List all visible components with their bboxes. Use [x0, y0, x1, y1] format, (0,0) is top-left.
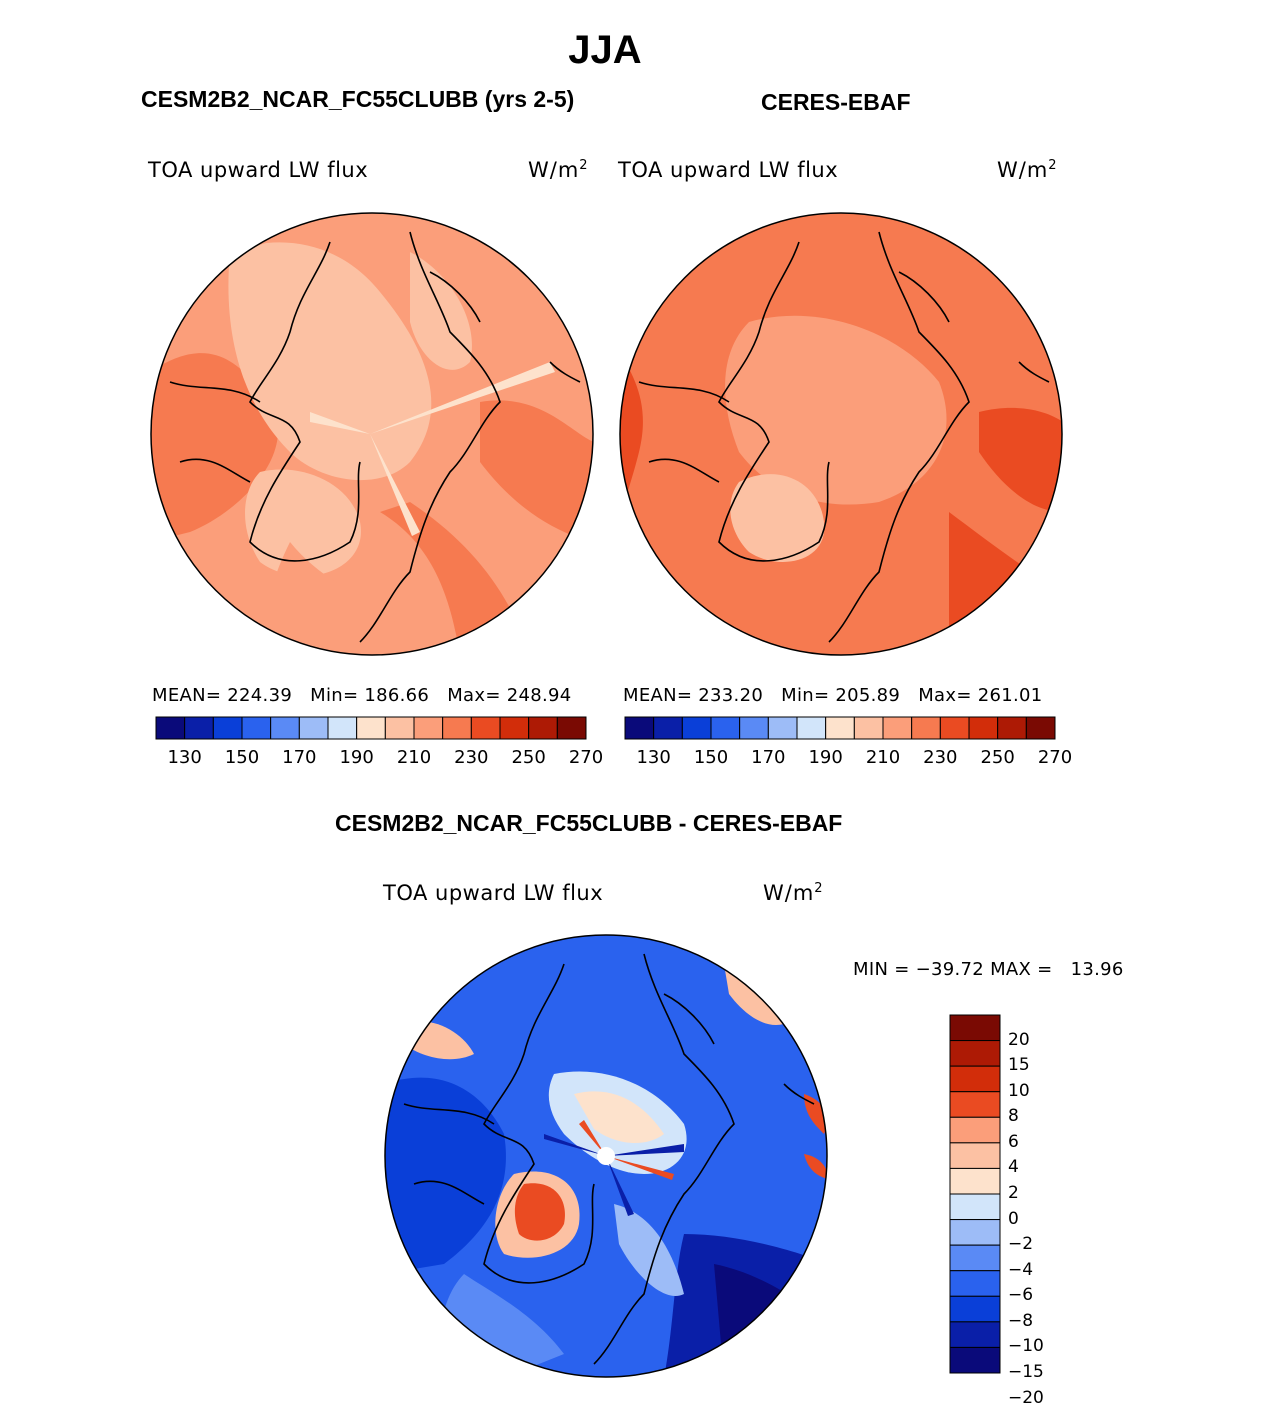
- diff-colorbar-tick-label: −8: [1008, 1310, 1034, 1331]
- obs-colorbar-box: [681, 716, 712, 740]
- model-colorbar-tick-label: 250: [511, 747, 546, 768]
- model-units: W/m2: [528, 158, 589, 182]
- obs-colorbar-labels: 130 150 170 190 210 230 250 270: [625, 747, 1072, 771]
- obs-colorbar-box: [997, 716, 1027, 740]
- diff-colorbar-box: [949, 1346, 1001, 1374]
- obs-polar-map: [619, 212, 1063, 656]
- model-colorbar-box: [155, 716, 186, 740]
- diff-colorbar-tick-label: 0: [1008, 1208, 1019, 1229]
- diff-colorbar-tick-label: −20: [1008, 1387, 1044, 1408]
- obs-colorbar-tick-label: 250: [980, 747, 1015, 768]
- diff-polar-map: [384, 934, 828, 1378]
- obs-colorbar-tick-label: 190: [808, 747, 843, 768]
- model-colorbar-box: [184, 716, 214, 740]
- diff-colorbar-tick-label: −10: [1008, 1336, 1044, 1357]
- obs-colorbar-tick-label: 230: [923, 747, 958, 768]
- model-colorbar-box: [384, 716, 415, 740]
- model-colorbar-tick-label: 230: [454, 747, 489, 768]
- diff-colorbar-labels: 20 15 10 8 6 4 2 0 −2 −4 −6 −8 −10 −15 −20: [1008, 1015, 1078, 1408]
- diff-colorbar-box: [949, 1295, 1001, 1323]
- diff-colorbar-tick-label: 10: [1008, 1080, 1030, 1101]
- diff-colorbar-box: [949, 1244, 1001, 1272]
- obs-colorbar-box: [825, 716, 855, 740]
- diff-colorbar-box: [949, 1167, 1001, 1195]
- obs-panel-title: CERES-EBAF: [761, 89, 911, 115]
- obs-colorbar-box: [767, 716, 798, 740]
- model-colorbar-box: [327, 716, 358, 740]
- diff-colorbar-tick-label: 6: [1008, 1131, 1019, 1152]
- diff-units: W/m2: [763, 881, 824, 905]
- obs-colorbar: [624, 716, 1056, 740]
- diff-colorbar-tick-label: −15: [1008, 1362, 1044, 1382]
- diff-colorbar-tick-label: −2: [1008, 1234, 1034, 1255]
- model-colorbar-tick-label: 270: [568, 747, 604, 768]
- model-colorbar-box: [528, 716, 558, 740]
- obs-colorbar-box: [796, 716, 827, 740]
- obs-colorbar-tick-label: 130: [636, 747, 671, 768]
- model-colorbar-tick-label: 190: [339, 747, 374, 768]
- diff-colorbar: [949, 1014, 1001, 1374]
- diff-colorbar-box: [949, 1040, 1001, 1067]
- obs-colorbar-tick-label: 170: [751, 747, 786, 768]
- obs-colorbar-box: [939, 716, 970, 740]
- obs-stats: MEAN= 233.20 Min= 205.89 Max= 261.01: [623, 685, 1043, 706]
- obs-colorbar-tick-label: 150: [693, 747, 729, 768]
- model-colorbar-tick-label: 170: [282, 747, 317, 768]
- model-colorbar-box: [499, 716, 530, 740]
- obs-colorbar-box: [710, 716, 741, 740]
- diff-stats: MIN = −39.72 MAX = 13.96: [853, 959, 1124, 980]
- diff-panel-title: CESM2B2_NCAR_FC55CLUBB - CERES-EBAF: [335, 810, 843, 836]
- model-colorbar-tick-label: 210: [396, 747, 432, 768]
- diff-field-label: TOA upward LW flux: [383, 881, 604, 905]
- model-colorbar-labels: 130 150 170 190 210 230 250 270: [156, 747, 603, 771]
- diff-colorbar-tick-label: 15: [1008, 1055, 1030, 1076]
- diff-colorbar-box: [949, 1193, 1001, 1221]
- model-colorbar: [155, 716, 587, 740]
- diff-colorbar-box: [949, 1091, 1001, 1118]
- diff-colorbar-tick-label: −4: [1008, 1259, 1034, 1280]
- model-panel-title: CESM2B2_NCAR_FC55CLUBB (yrs 2-5): [141, 86, 575, 112]
- obs-colorbar-box: [653, 716, 683, 740]
- obs-colorbar-box: [1025, 716, 1056, 740]
- model-field-label: TOA upward LW flux: [148, 158, 369, 182]
- obs-colorbar-box: [624, 716, 655, 740]
- diff-colorbar-tick-label: 8: [1008, 1106, 1019, 1127]
- model-colorbar-tick-label: 150: [224, 747, 260, 768]
- model-colorbar-box: [356, 716, 386, 740]
- model-polar-map: [150, 212, 594, 656]
- obs-field-label: TOA upward LW flux: [618, 158, 839, 182]
- model-colorbar-box: [442, 716, 472, 740]
- diff-colorbar-tick-label: 20: [1008, 1029, 1030, 1050]
- obs-colorbar-box: [968, 716, 999, 740]
- season-title: JJA: [568, 28, 642, 72]
- model-colorbar-box: [413, 716, 444, 740]
- obs-colorbar-box: [739, 716, 769, 740]
- obs-colorbar-box: [911, 716, 941, 740]
- diff-colorbar-box: [949, 1219, 1001, 1246]
- obs-colorbar-tick-label: 270: [1037, 747, 1073, 768]
- model-colorbar-box: [470, 716, 501, 740]
- model-colorbar-tick-label: 130: [167, 747, 202, 768]
- diff-colorbar-box: [949, 1321, 1001, 1348]
- diff-colorbar-box: [949, 1116, 1001, 1144]
- model-colorbar-box: [298, 716, 329, 740]
- diff-colorbar-box: [949, 1270, 1001, 1297]
- model-colorbar-box: [270, 716, 300, 740]
- diff-colorbar-box: [949, 1014, 1001, 1042]
- model-colorbar-box: [212, 716, 243, 740]
- model-colorbar-box: [241, 716, 272, 740]
- diff-colorbar-box: [949, 1065, 1001, 1093]
- obs-colorbar-box: [882, 716, 913, 740]
- obs-units: W/m2: [997, 158, 1058, 182]
- diff-colorbar-tick-label: −6: [1008, 1285, 1034, 1306]
- model-stats: MEAN= 224.39 Min= 186.66 Max= 248.94: [152, 685, 572, 706]
- diff-colorbar-box: [949, 1142, 1001, 1169]
- diff-colorbar-tick-label: 4: [1008, 1157, 1019, 1178]
- obs-colorbar-box: [853, 716, 884, 740]
- model-colorbar-box: [556, 716, 587, 740]
- diff-colorbar-tick-label: 2: [1008, 1183, 1019, 1203]
- obs-colorbar-tick-label: 210: [865, 747, 901, 768]
